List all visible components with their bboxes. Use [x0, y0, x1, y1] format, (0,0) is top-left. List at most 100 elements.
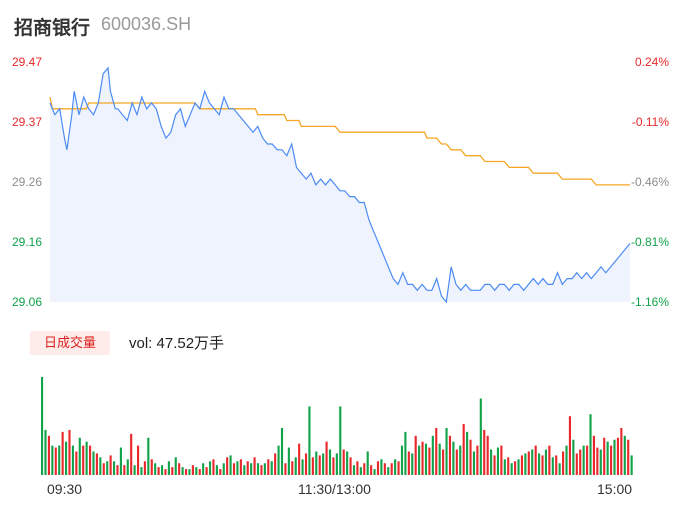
- volume-bar: [527, 451, 530, 475]
- pct-tick-0: 0.24%: [634, 55, 669, 69]
- volume-bar: [202, 463, 205, 475]
- volume-bar: [250, 463, 253, 475]
- volume-bar: [95, 453, 98, 475]
- volume-bar: [483, 429, 486, 475]
- volume-bar: [472, 451, 476, 475]
- volume-bar: [140, 467, 143, 475]
- volume-bar: [424, 443, 428, 475]
- volume-bar: [376, 461, 380, 475]
- volume-bar: [191, 465, 194, 475]
- volume-bar: [387, 467, 390, 475]
- volume-bar: [503, 459, 506, 475]
- volume-bar: [579, 449, 582, 475]
- volume-bar: [589, 414, 592, 475]
- volume-bar: [160, 465, 164, 475]
- volume-bar: [41, 377, 44, 475]
- volume-bar: [47, 435, 50, 475]
- volume-bar: [517, 459, 520, 475]
- stock-code: 600036.SH: [101, 14, 192, 34]
- volume-bar: [531, 449, 534, 475]
- volume-bar: [54, 447, 57, 475]
- volume-bar: [544, 449, 548, 475]
- volume-bar: [414, 435, 417, 475]
- volume-bar: [586, 445, 589, 475]
- volume-bar: [64, 441, 68, 475]
- volume-bar: [85, 441, 88, 475]
- volume-bar: [287, 447, 290, 475]
- volume-bar: [411, 453, 414, 475]
- volume-bar: [205, 467, 208, 475]
- stock-name: 招商银行: [14, 18, 91, 39]
- volume-bar: [208, 461, 212, 475]
- volume-bar: [390, 463, 393, 475]
- volume-bar: [236, 461, 239, 475]
- volume-bar: [99, 457, 102, 475]
- volume-bar: [359, 467, 362, 475]
- volume-bar: [82, 445, 85, 475]
- volume-bar: [493, 455, 496, 475]
- volume-bar: [339, 406, 342, 475]
- volume-bar: [311, 457, 314, 475]
- volume-bar: [421, 441, 424, 475]
- volume-bar: [253, 457, 256, 475]
- volume-bar: [462, 424, 465, 475]
- volume-bar: [222, 463, 225, 475]
- volume-bar: [510, 463, 513, 475]
- pct-tick-4: -1.16%: [630, 295, 669, 309]
- volume-bar: [130, 433, 133, 475]
- volume-bar: [109, 455, 112, 475]
- volume-bar: [599, 449, 602, 475]
- volume-bar: [68, 429, 71, 475]
- volume-bar: [466, 431, 469, 475]
- volume-tab[interactable]: 日成交量: [30, 331, 110, 355]
- volume-bar: [106, 461, 109, 475]
- volume-bar: [507, 457, 510, 475]
- volume-bar: [582, 445, 585, 475]
- volume-bar: [102, 463, 105, 475]
- volume-bar: [352, 465, 356, 475]
- volume-bar: [356, 461, 359, 475]
- volume-bar: [342, 449, 345, 475]
- volume-bar: [112, 461, 116, 475]
- volume-bar: [603, 437, 606, 475]
- volume-bar: [610, 445, 613, 475]
- volume-bar: [435, 427, 438, 475]
- volume-bar: [229, 455, 232, 475]
- volume-bar: [318, 455, 321, 475]
- volume-bar: [51, 445, 54, 475]
- volume-bar: [184, 469, 188, 475]
- volume-bar: [363, 463, 366, 475]
- volume-bar: [219, 469, 222, 475]
- volume-bar: [171, 467, 174, 475]
- volume-bar: [335, 453, 338, 475]
- volume-bar: [215, 465, 218, 475]
- price-tick-3: 29.16: [12, 235, 43, 249]
- volume-bar: [404, 431, 407, 475]
- volume-bar: [490, 449, 493, 475]
- volume-bar: [469, 439, 472, 475]
- volume-bar: [370, 465, 373, 475]
- volume-bar: [442, 449, 445, 475]
- volume-bar: [195, 467, 198, 475]
- volume-bar: [373, 469, 376, 475]
- volume-bar: [181, 467, 184, 475]
- price-tick-4: 29.06: [12, 295, 43, 309]
- volume-bar: [78, 437, 81, 475]
- pct-tick-3: -0.81%: [630, 235, 669, 249]
- volume-bar: [274, 453, 277, 475]
- volume-bar: [246, 461, 249, 475]
- volume-bar: [558, 463, 561, 475]
- volume-bar: [232, 463, 236, 475]
- volume-bar: [445, 427, 448, 475]
- volume-bar: [226, 457, 229, 475]
- volume-bar: [541, 455, 544, 475]
- volume-bar: [164, 469, 167, 475]
- volume-bar: [267, 459, 270, 475]
- volume-bar: [291, 461, 294, 475]
- volume-bar: [143, 461, 146, 475]
- volume-bar: [428, 447, 431, 475]
- volume-bar: [568, 416, 571, 475]
- volume-bar: [328, 449, 332, 475]
- volume-bar: [243, 465, 246, 475]
- volume-bar: [438, 443, 441, 475]
